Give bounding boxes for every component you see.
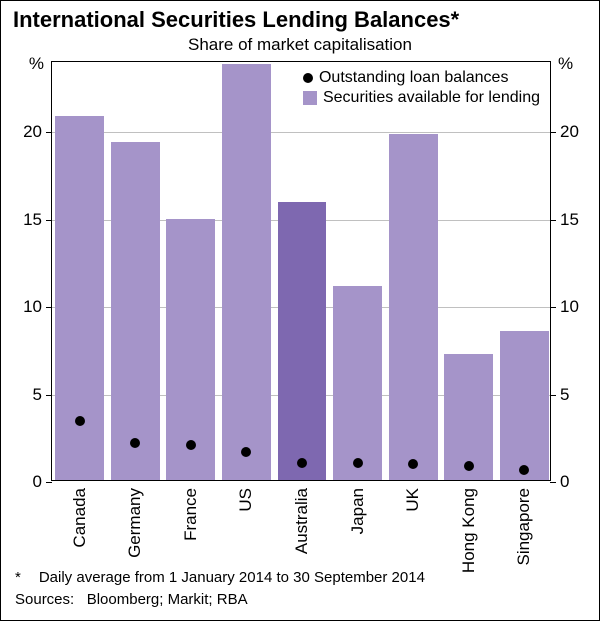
x-tick-label: Germany <box>125 488 145 558</box>
y-unit-left: % <box>29 54 44 74</box>
data-point <box>408 459 418 469</box>
x-tick-label: US <box>236 488 256 512</box>
chart-title: International Securities Lending Balance… <box>1 1 599 33</box>
bar <box>111 142 160 480</box>
x-tick-label: Singapore <box>514 488 534 566</box>
data-point <box>519 465 529 475</box>
legend-item-bars: Securities available for lending <box>303 88 540 108</box>
x-tick-label: Hong Kong <box>459 488 479 573</box>
data-point <box>130 438 140 448</box>
y-tick-label-left: 15 <box>23 210 42 230</box>
legend-label-bars: Securities available for lending <box>323 89 540 107</box>
y-tick-label-right: 0 <box>560 472 569 492</box>
x-tick-label: Canada <box>70 488 90 548</box>
legend-item-dots: Outstanding loan balances <box>303 68 540 88</box>
data-point <box>464 461 474 471</box>
y-tick-label-right: 20 <box>560 122 579 142</box>
y-tick-label-right: 5 <box>560 385 569 405</box>
dot-icon <box>303 73 313 83</box>
bar <box>333 286 382 480</box>
y-tick-label-left: 10 <box>23 297 42 317</box>
x-tick-label: Japan <box>348 488 368 534</box>
bar <box>500 331 549 480</box>
x-tick-label: UK <box>403 488 423 512</box>
bar <box>389 134 438 481</box>
x-tick-label: Australia <box>292 488 312 554</box>
y-tick-label-right: 15 <box>560 210 579 230</box>
chart-container: International Securities Lending Balance… <box>0 0 600 621</box>
y-tick-label-right: 10 <box>560 297 579 317</box>
square-icon <box>303 91 317 105</box>
legend: Outstanding loan balances Securities ava… <box>303 68 540 108</box>
y-unit-right: % <box>558 54 573 74</box>
footnote-marker: * <box>15 569 21 586</box>
data-point <box>353 458 363 468</box>
legend-label-dots: Outstanding loan balances <box>319 69 508 87</box>
bar <box>222 64 271 481</box>
y-tick-label-left: 5 <box>33 385 42 405</box>
chart-subtitle: Share of market capitalisation <box>1 33 599 55</box>
sources-label: Sources: <box>15 591 74 608</box>
sources: Sources: Bloomberg; Markit; RBA <box>15 591 248 608</box>
sources-text: Bloomberg; Markit; RBA <box>87 591 248 608</box>
y-tick-label-left: 20 <box>23 122 42 142</box>
x-tick-label: France <box>181 488 201 541</box>
data-point <box>297 458 307 468</box>
data-point <box>241 447 251 457</box>
data-point <box>75 416 85 426</box>
y-tick-label-left: 0 <box>33 472 42 492</box>
data-point <box>186 440 196 450</box>
plot-area: % % Outstanding loan balances Securities… <box>51 61 551 481</box>
gridline <box>52 132 550 133</box>
bar <box>278 202 327 480</box>
footnote-text: Daily average from 1 January 2014 to 30 … <box>39 569 425 586</box>
footnote: * Daily average from 1 January 2014 to 3… <box>15 569 425 586</box>
